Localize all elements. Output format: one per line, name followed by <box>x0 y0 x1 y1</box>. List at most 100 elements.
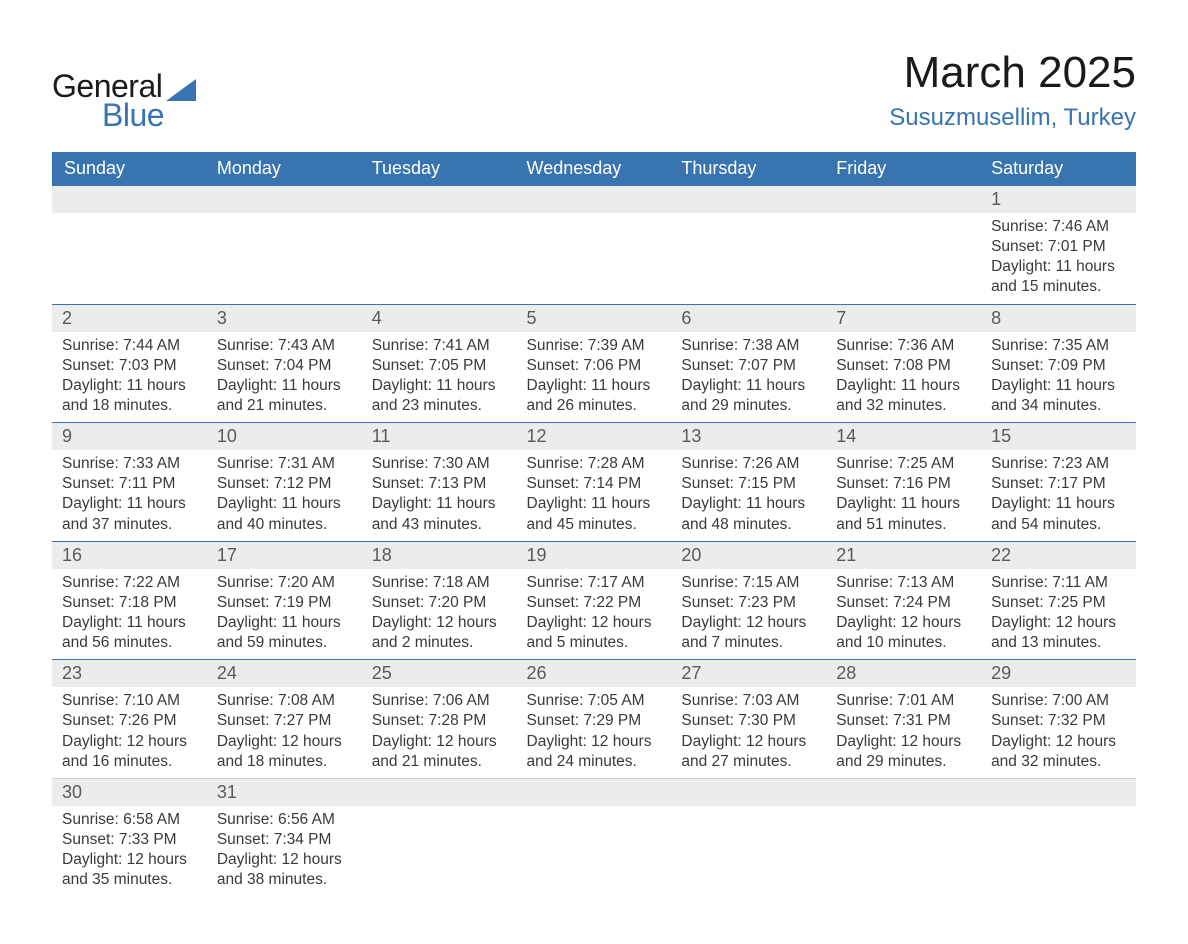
calendar-row: 23Sunrise: 7:10 AMSunset: 7:26 PMDayligh… <box>52 660 1136 779</box>
sunrise-line: Sunrise: 7:25 AM <box>836 454 971 474</box>
day-number: 30 <box>52 779 207 806</box>
day-number: 18 <box>362 542 517 569</box>
title-block: March 2025 Susuzmusellim, Turkey <box>889 48 1136 132</box>
sunset-line: Sunset: 7:17 PM <box>991 474 1126 494</box>
day-content <box>362 806 517 878</box>
sunrise-line: Sunrise: 7:03 AM <box>681 691 816 711</box>
daylight-line: Daylight: 11 hours and 40 minutes. <box>217 494 352 534</box>
sunrise-line: Sunrise: 6:58 AM <box>62 810 197 830</box>
sunset-line: Sunset: 7:12 PM <box>217 474 352 494</box>
day-content <box>517 806 672 878</box>
day-number: 25 <box>362 660 517 687</box>
sunset-line: Sunset: 7:29 PM <box>527 711 662 731</box>
sunset-line: Sunset: 7:15 PM <box>681 474 816 494</box>
calendar-cell: 13Sunrise: 7:26 AMSunset: 7:15 PMDayligh… <box>671 423 826 542</box>
day-number: 20 <box>671 542 826 569</box>
day-content: Sunrise: 7:00 AMSunset: 7:32 PMDaylight:… <box>981 687 1136 778</box>
calendar-cell: 16Sunrise: 7:22 AMSunset: 7:18 PMDayligh… <box>52 541 207 660</box>
day-content: Sunrise: 7:30 AMSunset: 7:13 PMDaylight:… <box>362 450 517 541</box>
sunrise-line: Sunrise: 7:20 AM <box>217 573 352 593</box>
daylight-line: Daylight: 12 hours and 2 minutes. <box>372 613 507 653</box>
day-content: Sunrise: 7:43 AMSunset: 7:04 PMDaylight:… <box>207 332 362 423</box>
day-content <box>671 213 826 285</box>
daylight-line: Daylight: 12 hours and 16 minutes. <box>62 732 197 772</box>
day-content <box>517 213 672 285</box>
day-content: Sunrise: 7:22 AMSunset: 7:18 PMDaylight:… <box>52 569 207 660</box>
sunset-line: Sunset: 7:16 PM <box>836 474 971 494</box>
day-content <box>52 213 207 285</box>
daylight-line: Daylight: 11 hours and 21 minutes. <box>217 376 352 416</box>
day-number: 22 <box>981 542 1136 569</box>
day-content: Sunrise: 7:01 AMSunset: 7:31 PMDaylight:… <box>826 687 981 778</box>
daylight-line: Daylight: 11 hours and 59 minutes. <box>217 613 352 653</box>
day-content: Sunrise: 7:15 AMSunset: 7:23 PMDaylight:… <box>671 569 826 660</box>
calendar-cell: 23Sunrise: 7:10 AMSunset: 7:26 PMDayligh… <box>52 660 207 779</box>
daylight-line: Daylight: 11 hours and 23 minutes. <box>372 376 507 416</box>
day-number: 5 <box>517 305 672 332</box>
sunrise-line: Sunrise: 7:30 AM <box>372 454 507 474</box>
daylight-line: Daylight: 12 hours and 32 minutes. <box>991 732 1126 772</box>
daylight-line: Daylight: 11 hours and 34 minutes. <box>991 376 1126 416</box>
day-content <box>671 806 826 878</box>
sunrise-line: Sunrise: 7:00 AM <box>991 691 1126 711</box>
sunrise-line: Sunrise: 7:23 AM <box>991 454 1126 474</box>
day-number: 12 <box>517 423 672 450</box>
day-content: Sunrise: 7:13 AMSunset: 7:24 PMDaylight:… <box>826 569 981 660</box>
sunset-line: Sunset: 7:03 PM <box>62 356 197 376</box>
sunrise-line: Sunrise: 7:01 AM <box>836 691 971 711</box>
daylight-line: Daylight: 12 hours and 13 minutes. <box>991 613 1126 653</box>
sunrise-line: Sunrise: 6:56 AM <box>217 810 352 830</box>
sunset-line: Sunset: 7:08 PM <box>836 356 971 376</box>
day-number: 27 <box>671 660 826 687</box>
calendar-cell: 8Sunrise: 7:35 AMSunset: 7:09 PMDaylight… <box>981 304 1136 423</box>
sunrise-line: Sunrise: 7:15 AM <box>681 573 816 593</box>
day-content: Sunrise: 7:26 AMSunset: 7:15 PMDaylight:… <box>671 450 826 541</box>
daylight-line: Daylight: 12 hours and 5 minutes. <box>527 613 662 653</box>
day-content: Sunrise: 7:20 AMSunset: 7:19 PMDaylight:… <box>207 569 362 660</box>
calendar-cell <box>207 186 362 305</box>
day-content: Sunrise: 7:31 AMSunset: 7:12 PMDaylight:… <box>207 450 362 541</box>
daylight-line: Daylight: 12 hours and 38 minutes. <box>217 850 352 890</box>
location-subtitle: Susuzmusellim, Turkey <box>889 104 1136 132</box>
calendar-cell: 10Sunrise: 7:31 AMSunset: 7:12 PMDayligh… <box>207 423 362 542</box>
calendar-cell <box>826 778 981 896</box>
day-content: Sunrise: 7:35 AMSunset: 7:09 PMDaylight:… <box>981 332 1136 423</box>
day-content: Sunrise: 7:44 AMSunset: 7:03 PMDaylight:… <box>52 332 207 423</box>
day-content: Sunrise: 7:05 AMSunset: 7:29 PMDaylight:… <box>517 687 672 778</box>
calendar-cell <box>362 778 517 896</box>
daylight-line: Daylight: 12 hours and 24 minutes. <box>527 732 662 772</box>
sunset-line: Sunset: 7:18 PM <box>62 593 197 613</box>
day-content: Sunrise: 7:17 AMSunset: 7:22 PMDaylight:… <box>517 569 672 660</box>
calendar-cell <box>671 778 826 896</box>
sunset-line: Sunset: 7:05 PM <box>372 356 507 376</box>
calendar-cell: 21Sunrise: 7:13 AMSunset: 7:24 PMDayligh… <box>826 541 981 660</box>
calendar-cell: 27Sunrise: 7:03 AMSunset: 7:30 PMDayligh… <box>671 660 826 779</box>
daylight-line: Daylight: 12 hours and 10 minutes. <box>836 613 971 653</box>
calendar-cell: 9Sunrise: 7:33 AMSunset: 7:11 PMDaylight… <box>52 423 207 542</box>
day-content <box>207 213 362 285</box>
header: General Blue March 2025 Susuzmusellim, T… <box>52 48 1136 134</box>
day-content: Sunrise: 7:03 AMSunset: 7:30 PMDaylight:… <box>671 687 826 778</box>
calendar-cell: 22Sunrise: 7:11 AMSunset: 7:25 PMDayligh… <box>981 541 1136 660</box>
sunrise-line: Sunrise: 7:26 AM <box>681 454 816 474</box>
sunset-line: Sunset: 7:31 PM <box>836 711 971 731</box>
calendar-row: 1Sunrise: 7:46 AMSunset: 7:01 PMDaylight… <box>52 186 1136 305</box>
weekday-header: Tuesday <box>362 152 517 186</box>
daylight-line: Daylight: 11 hours and 29 minutes. <box>681 376 816 416</box>
sunset-line: Sunset: 7:04 PM <box>217 356 352 376</box>
day-content <box>826 806 981 878</box>
sunrise-line: Sunrise: 7:10 AM <box>62 691 197 711</box>
day-number <box>671 779 826 806</box>
day-number: 7 <box>826 305 981 332</box>
daylight-line: Daylight: 12 hours and 27 minutes. <box>681 732 816 772</box>
calendar-row: 9Sunrise: 7:33 AMSunset: 7:11 PMDaylight… <box>52 423 1136 542</box>
calendar-cell: 25Sunrise: 7:06 AMSunset: 7:28 PMDayligh… <box>362 660 517 779</box>
calendar-cell: 5Sunrise: 7:39 AMSunset: 7:06 PMDaylight… <box>517 304 672 423</box>
sunset-line: Sunset: 7:26 PM <box>62 711 197 731</box>
day-number: 1 <box>981 186 1136 213</box>
daylight-line: Daylight: 11 hours and 18 minutes. <box>62 376 197 416</box>
day-content: Sunrise: 7:23 AMSunset: 7:17 PMDaylight:… <box>981 450 1136 541</box>
sunset-line: Sunset: 7:23 PM <box>681 593 816 613</box>
day-content: Sunrise: 7:11 AMSunset: 7:25 PMDaylight:… <box>981 569 1136 660</box>
day-content: Sunrise: 7:33 AMSunset: 7:11 PMDaylight:… <box>52 450 207 541</box>
